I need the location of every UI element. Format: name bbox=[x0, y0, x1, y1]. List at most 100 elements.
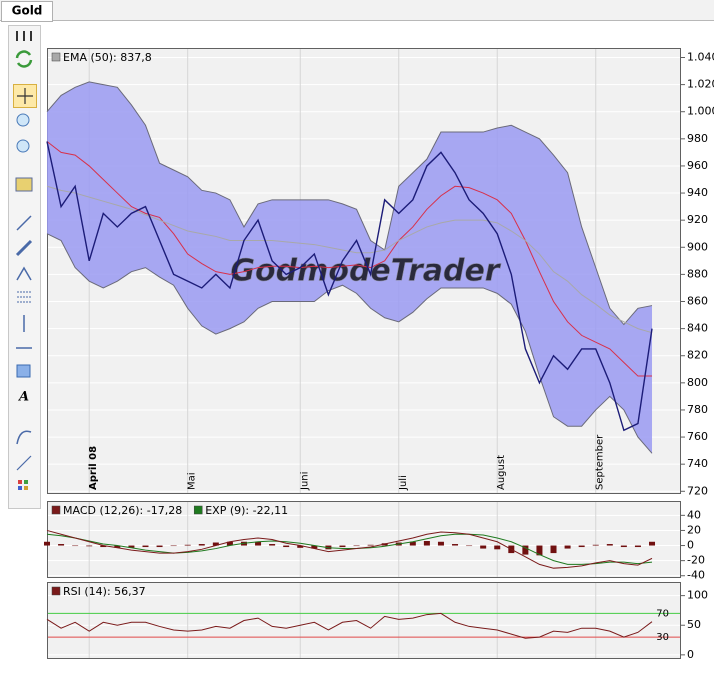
icon-line[interactable] bbox=[16, 215, 32, 231]
histogram-bar bbox=[494, 545, 501, 550]
icon-properties[interactable] bbox=[15, 177, 33, 192]
x-tick-label: September bbox=[595, 434, 606, 490]
histogram-bar bbox=[114, 545, 121, 548]
histogram-bar bbox=[100, 545, 107, 548]
y-tick-label: 50 bbox=[687, 618, 701, 631]
series-line bbox=[46, 612, 653, 639]
icon-zoom-in[interactable] bbox=[16, 113, 30, 127]
histogram-bar bbox=[44, 541, 50, 546]
histogram-bar bbox=[578, 545, 585, 548]
histogram-bar bbox=[226, 541, 233, 546]
bollinger-band bbox=[47, 81, 653, 454]
histogram-bar bbox=[606, 544, 613, 546]
histogram-bar bbox=[466, 545, 473, 547]
legend-swatch bbox=[51, 505, 61, 515]
legend-swatch bbox=[51, 586, 61, 596]
y-tick-label: 880 bbox=[687, 267, 708, 280]
level-label: 30 bbox=[656, 632, 669, 643]
y-tick-label: 980 bbox=[687, 132, 708, 145]
icon-refresh[interactable] bbox=[15, 50, 33, 68]
legend-swatch bbox=[51, 52, 61, 62]
histogram-bar bbox=[156, 545, 163, 548]
icon-rectangle[interactable] bbox=[16, 364, 31, 378]
histogram-bar bbox=[620, 545, 627, 548]
icon-grid[interactable] bbox=[18, 480, 22, 484]
histogram-bar bbox=[423, 541, 430, 546]
histogram-bar bbox=[297, 545, 304, 548]
histogram-bar bbox=[522, 545, 529, 555]
icon-arc[interactable] bbox=[16, 430, 32, 445]
y-tick-label: 840 bbox=[687, 322, 708, 335]
histogram-bar bbox=[58, 544, 65, 546]
toolbar: A bbox=[8, 25, 41, 509]
tab[interactable] bbox=[1, 1, 53, 22]
icon-bars bbox=[23, 31, 25, 41]
watermark: GodmodeTrader bbox=[230, 254, 501, 289]
y-tick-label: 800 bbox=[687, 376, 708, 389]
icon-bars bbox=[30, 31, 32, 41]
y-tick-label: -40 bbox=[687, 569, 705, 582]
histogram-bar bbox=[255, 541, 262, 546]
y-tick-label: 820 bbox=[687, 349, 708, 362]
x-tick-label: August bbox=[496, 455, 507, 490]
y-tick-label: -20 bbox=[687, 554, 705, 567]
icon-bars[interactable] bbox=[16, 31, 18, 41]
histogram-bar bbox=[480, 545, 487, 549]
icon-text[interactable]: A bbox=[17, 390, 29, 405]
icon-crosshair-glyph bbox=[17, 88, 33, 104]
histogram-bar bbox=[311, 545, 318, 549]
y-tick-label: 760 bbox=[687, 430, 708, 443]
histogram-bar bbox=[184, 544, 191, 546]
histogram-bar bbox=[128, 545, 135, 548]
histogram-bar bbox=[634, 545, 641, 548]
y-tick-label: 1.000 bbox=[687, 105, 714, 118]
series-line bbox=[46, 529, 653, 569]
tab-bar bbox=[0, 0, 714, 21]
x-tick-label: April 08 bbox=[88, 446, 99, 490]
histogram-bar bbox=[72, 545, 79, 547]
icon-zoom-out[interactable] bbox=[16, 139, 30, 153]
y-tick-label: 40 bbox=[687, 508, 701, 521]
histogram-bar bbox=[564, 545, 571, 549]
y-tick-label: 100 bbox=[687, 589, 708, 602]
histogram-bar bbox=[339, 545, 346, 548]
icon-grid bbox=[24, 486, 28, 490]
icon-grid bbox=[18, 486, 22, 490]
histogram-bar bbox=[353, 545, 360, 547]
histogram-bar bbox=[86, 545, 93, 547]
x-tick-label: Juni bbox=[299, 472, 310, 491]
x-tick-label: Mai bbox=[187, 472, 198, 490]
histogram-bar bbox=[212, 542, 219, 546]
y-tick-label: 920 bbox=[687, 213, 708, 226]
histogram-bar bbox=[142, 545, 149, 548]
y-tick-label: 860 bbox=[687, 295, 708, 308]
y-tick-label: 0 bbox=[687, 539, 694, 552]
y-tick-label: 20 bbox=[687, 523, 701, 536]
histogram-bar bbox=[649, 541, 656, 546]
histogram-bar bbox=[452, 544, 459, 546]
y-tick-label: 780 bbox=[687, 403, 708, 416]
tab-label[interactable]: Gold bbox=[12, 4, 43, 18]
histogram-bar bbox=[283, 545, 290, 548]
icon-ray[interactable] bbox=[16, 455, 32, 471]
icon-channel[interactable] bbox=[15, 239, 33, 257]
histogram-bar bbox=[367, 544, 374, 546]
series-line bbox=[46, 533, 653, 565]
series-line bbox=[46, 141, 653, 432]
y-tick-label: 0 bbox=[687, 648, 694, 661]
y-tick-label: 1.040 bbox=[687, 50, 714, 63]
charts: 1.040 1.020 1.000 980 960 940 920 900 880 860 840 8… bbox=[44, 48, 714, 661]
legend-label: EMA (50): 837,8 bbox=[63, 51, 152, 64]
legend-swatch bbox=[193, 505, 203, 515]
icon-grid bbox=[24, 480, 28, 484]
level-label: 70 bbox=[656, 608, 669, 619]
icon-triangle[interactable] bbox=[16, 266, 32, 281]
icon-fibonacci[interactable] bbox=[17, 291, 31, 303]
histogram-bar bbox=[170, 545, 177, 547]
y-tick-label: 900 bbox=[687, 240, 708, 253]
y-tick-label: 740 bbox=[687, 457, 708, 470]
legend-label: MACD (12,26): -17,28 bbox=[63, 504, 182, 517]
y-tick-label: 1.020 bbox=[687, 78, 714, 91]
histogram-bar bbox=[437, 541, 444, 546]
